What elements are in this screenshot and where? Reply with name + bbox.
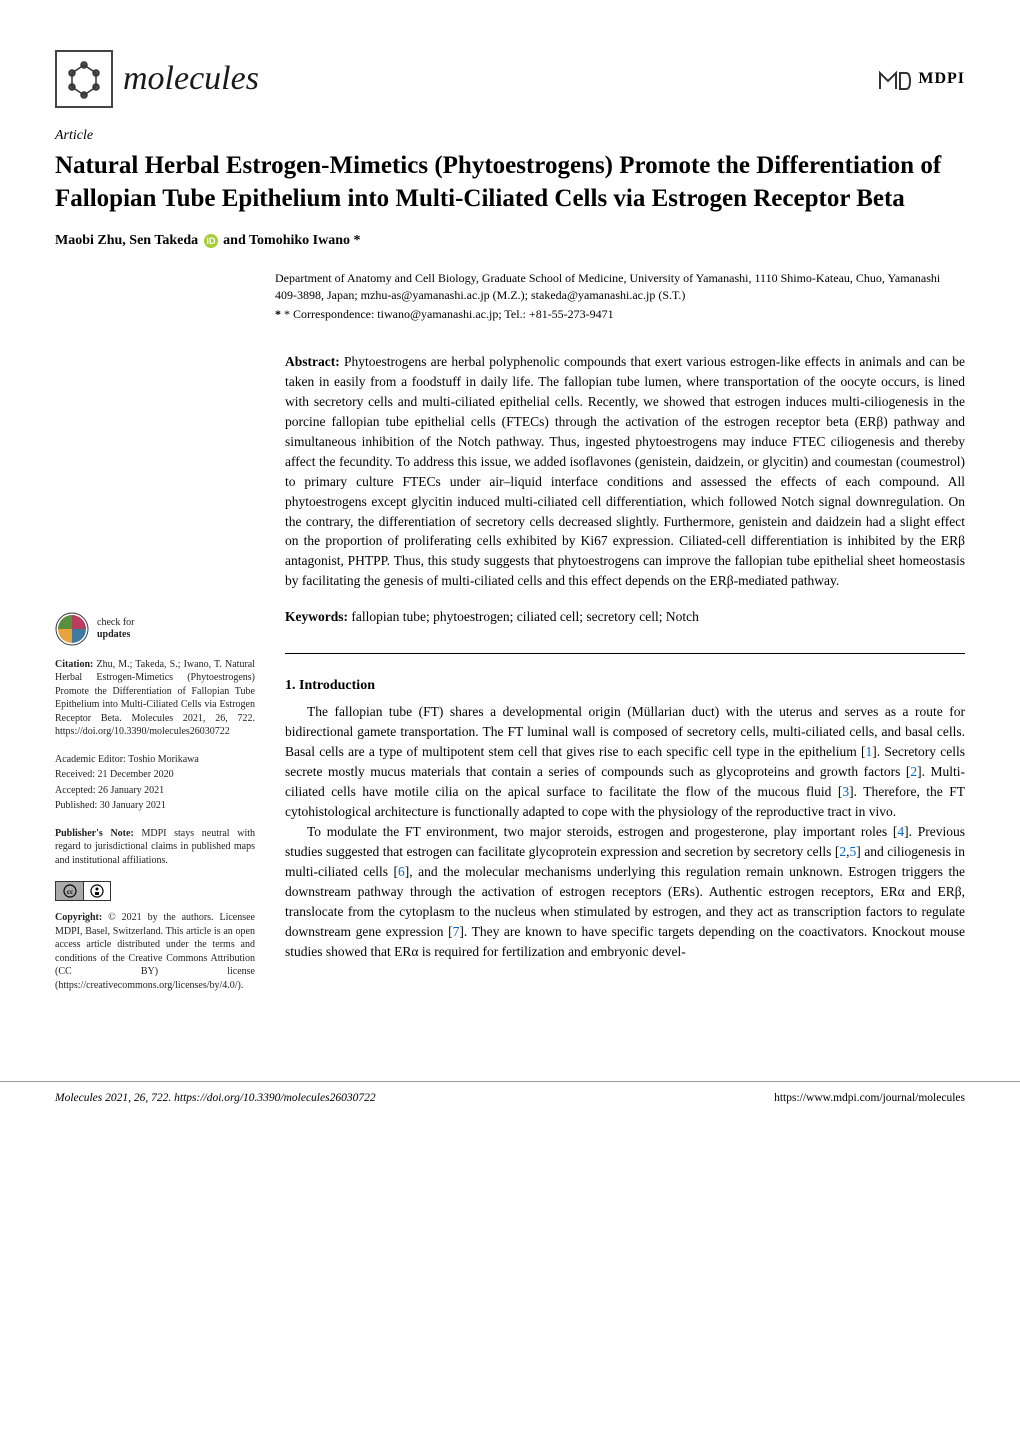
affiliation-text: Department of Anatomy and Cell Biology, … xyxy=(275,270,965,305)
check-for-updates[interactable]: check for updates xyxy=(55,612,255,646)
cc-by-badge[interactable]: cc xyxy=(55,881,255,901)
journal-name: molecules xyxy=(123,54,259,103)
footer-url[interactable]: https://www.mdpi.com/journal/molecules xyxy=(774,1090,965,1107)
copyright-text: © 2021 by the authors. Licensee MDPI, Ba… xyxy=(55,912,255,991)
cite-2b[interactable]: 2 xyxy=(839,844,846,859)
keywords-text: fallopian tube; phytoestrogen; ciliated … xyxy=(348,609,699,624)
published-label: Published: xyxy=(55,800,100,811)
check-updates-icon xyxy=(55,612,89,646)
accepted-label: Accepted: xyxy=(55,785,98,796)
page-footer: Molecules 2021, 26, 722. https://doi.org… xyxy=(0,1081,1020,1127)
citation-label: Citation: xyxy=(55,659,93,670)
received-date: 21 December 2020 xyxy=(97,769,173,780)
correspondence-text: * * Correspondence: tiwano@yamanashi.ac.… xyxy=(275,306,965,323)
authors-line: Maobi Zhu, Sen Takeda iD and Tomohiko Iw… xyxy=(55,231,965,251)
accepted-date: 26 January 2021 xyxy=(98,785,164,796)
abstract-text: Phytoestrogens are herbal polyphenolic c… xyxy=(285,354,965,589)
check-text-top: check for xyxy=(97,617,134,629)
paragraph-1: The fallopian tube (FT) shares a develop… xyxy=(285,702,965,822)
affiliation-block: Department of Anatomy and Cell Biology, … xyxy=(275,270,965,324)
check-text-bottom: updates xyxy=(97,629,134,641)
section-1-body: The fallopian tube (FT) shares a develop… xyxy=(285,702,965,962)
mdpi-logo: MDPI xyxy=(876,61,965,97)
abstract: Abstract: Phytoestrogens are herbal poly… xyxy=(285,352,965,592)
article-type: Article xyxy=(55,126,965,146)
copyright-label: Copyright: xyxy=(55,912,102,923)
svg-text:cc: cc xyxy=(66,888,72,896)
main-content: Abstract: Phytoestrogens are herbal poly… xyxy=(285,352,965,1007)
article-title: Natural Herbal Estrogen-Mimetics (Phytoe… xyxy=(55,150,965,215)
orcid-icon[interactable]: iD xyxy=(204,234,218,248)
dates-block: Academic Editor: Toshio Morikawa Receive… xyxy=(55,753,255,813)
publisher-note-block: Publisher's Note: MDPI stays neutral wit… xyxy=(55,827,255,868)
copyright-block: Copyright: © 2021 by the authors. Licens… xyxy=(55,911,255,992)
citation-text: Zhu, M.; Takeda, S.; Iwano, T. Natural H… xyxy=(55,659,255,738)
section-1-heading: 1. Introduction xyxy=(285,676,965,696)
page-header: molecules MDPI xyxy=(55,50,965,108)
section-divider xyxy=(285,653,965,654)
note-label: Publisher's Note: xyxy=(55,828,134,839)
keywords: Keywords: fallopian tube; phytoestrogen;… xyxy=(285,607,965,627)
cc-icon: cc xyxy=(55,881,83,901)
authors-part2: and Tomohiko Iwano * xyxy=(223,233,360,248)
keywords-label: Keywords: xyxy=(285,609,348,624)
by-icon xyxy=(83,881,111,901)
editor-name: Toshio Morikawa xyxy=(128,754,199,765)
svg-text:iD: iD xyxy=(206,236,216,246)
authors-part1: Maobi Zhu, Sen Takeda xyxy=(55,233,198,248)
cite-6[interactable]: 6 xyxy=(398,864,405,879)
citation-block: Citation: Zhu, M.; Takeda, S.; Iwano, T.… xyxy=(55,658,255,739)
editor-label: Academic Editor: xyxy=(55,754,128,765)
publisher-name: MDPI xyxy=(918,67,965,90)
footer-citation: Molecules 2021, 26, 722. https://doi.org… xyxy=(55,1090,376,1107)
journal-logo-group: molecules xyxy=(55,50,259,108)
abstract-label: Abstract: xyxy=(285,354,340,369)
molecules-logo-icon xyxy=(55,50,113,108)
published-date: 30 January 2021 xyxy=(100,800,166,811)
received-label: Received: xyxy=(55,769,97,780)
sidebar: check for updates Citation: Zhu, M.; Tak… xyxy=(55,352,255,1007)
paragraph-2: To modulate the FT environment, two majo… xyxy=(285,822,965,962)
